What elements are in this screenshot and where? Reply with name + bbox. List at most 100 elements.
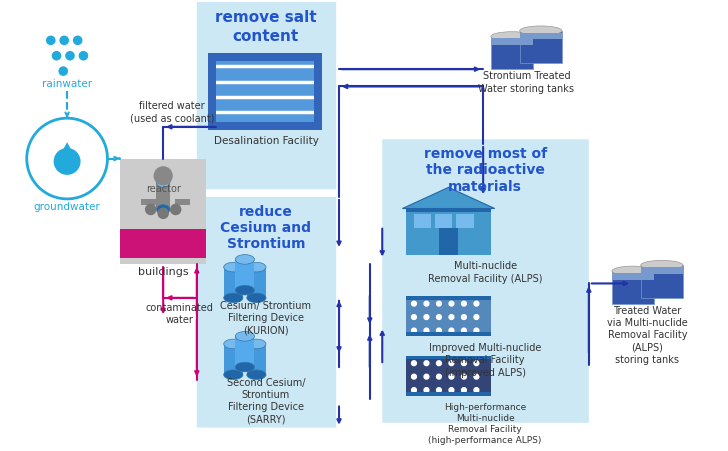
Ellipse shape [223, 262, 243, 272]
Text: Improved Multi-nuclide
Removal Facility
(improved ALPS): Improved Multi-nuclide Removal Facility … [429, 343, 541, 378]
Ellipse shape [641, 260, 683, 270]
Ellipse shape [235, 331, 255, 341]
Circle shape [79, 51, 88, 60]
Circle shape [474, 361, 479, 366]
FancyBboxPatch shape [382, 139, 589, 423]
Bar [435, 214, 452, 228]
Ellipse shape [612, 266, 654, 276]
Text: Second Cesium/
Strontium
Filtering Device
(SARRY): Second Cesium/ Strontium Filtering Devic… [226, 377, 305, 425]
Circle shape [462, 328, 467, 333]
Bar [235, 259, 255, 290]
Bar [314, 53, 322, 130]
Circle shape [474, 328, 479, 333]
Text: the radioactive: the radioactive [426, 163, 545, 177]
Text: High-performance
Multi-nuclide
Removal Facility
(high-performance ALPS): High-performance Multi-nuclide Removal F… [428, 403, 542, 445]
Bar [208, 53, 322, 60]
Circle shape [449, 374, 454, 379]
Circle shape [449, 328, 454, 333]
Bar [208, 53, 216, 130]
Circle shape [474, 388, 479, 392]
Bar [491, 37, 533, 69]
Text: groundwater: groundwater [33, 202, 100, 212]
Bar [406, 355, 491, 359]
Circle shape [437, 328, 441, 333]
Circle shape [437, 374, 441, 379]
Text: buildings: buildings [138, 267, 189, 277]
Circle shape [437, 388, 441, 392]
Circle shape [462, 315, 467, 319]
Bar [223, 344, 243, 375]
Bar [406, 392, 491, 396]
Text: Multi-nuclide
Removal Facility (ALPS): Multi-nuclide Removal Facility (ALPS) [428, 261, 542, 284]
Text: Desalination Facility: Desalination Facility [213, 137, 318, 147]
Bar [406, 208, 491, 212]
Text: materials: materials [448, 179, 522, 193]
Text: filtered water
(used as coolant): filtered water (used as coolant) [130, 101, 214, 123]
Circle shape [157, 207, 169, 219]
Bar [406, 208, 491, 255]
Bar [120, 229, 207, 258]
Circle shape [437, 361, 441, 366]
FancyBboxPatch shape [197, 197, 336, 428]
Text: remove most of: remove most of [424, 147, 547, 161]
Circle shape [411, 328, 416, 333]
FancyBboxPatch shape [197, 2, 336, 189]
Bar [175, 199, 190, 205]
Circle shape [449, 361, 454, 366]
Ellipse shape [235, 285, 255, 295]
Text: contaminated
water: contaminated water [146, 303, 213, 325]
Text: reactor: reactor [146, 184, 181, 194]
Text: rainwater: rainwater [42, 79, 92, 89]
Circle shape [411, 315, 416, 319]
Text: Strontium: Strontium [226, 237, 305, 251]
Ellipse shape [247, 339, 266, 349]
Circle shape [449, 301, 454, 306]
Polygon shape [403, 187, 494, 208]
Circle shape [462, 388, 467, 392]
Ellipse shape [235, 362, 255, 372]
Text: content: content [233, 29, 299, 44]
Text: Cesium and: Cesium and [221, 221, 312, 235]
Bar [247, 344, 266, 375]
Bar [491, 38, 533, 45]
Bar [641, 267, 683, 274]
Text: Cesium/ Strontium
Filtering Device
(KURION): Cesium/ Strontium Filtering Device (KURI… [221, 301, 312, 336]
Bar [120, 159, 207, 264]
Circle shape [54, 148, 81, 175]
Bar [456, 214, 473, 228]
Bar [414, 214, 431, 228]
Circle shape [154, 166, 173, 185]
Circle shape [424, 328, 429, 333]
Bar [439, 228, 458, 255]
Bar [641, 265, 683, 298]
Ellipse shape [235, 255, 255, 264]
Circle shape [424, 388, 429, 392]
Bar [612, 273, 654, 280]
Circle shape [145, 204, 157, 215]
Polygon shape [55, 142, 79, 165]
Bar [235, 336, 255, 367]
Bar [141, 199, 157, 205]
Circle shape [474, 315, 479, 319]
Text: Treated Water
via Multi-nuclide
Removal Facility
(ALPS)
storing tanks: Treated Water via Multi-nuclide Removal … [607, 305, 688, 365]
Circle shape [462, 374, 467, 379]
Bar [520, 31, 562, 64]
Ellipse shape [247, 293, 266, 303]
Circle shape [46, 36, 55, 45]
Circle shape [66, 51, 75, 60]
Bar [406, 355, 491, 396]
Circle shape [411, 388, 416, 392]
Circle shape [437, 315, 441, 319]
Bar [406, 296, 491, 336]
Circle shape [474, 301, 479, 306]
Bar [157, 183, 170, 209]
Circle shape [449, 315, 454, 319]
Circle shape [411, 361, 416, 366]
Circle shape [424, 301, 429, 306]
Circle shape [424, 374, 429, 379]
Ellipse shape [520, 26, 562, 36]
Circle shape [449, 388, 454, 392]
Circle shape [411, 374, 416, 379]
Circle shape [73, 36, 82, 45]
Text: reduce: reduce [239, 205, 293, 219]
